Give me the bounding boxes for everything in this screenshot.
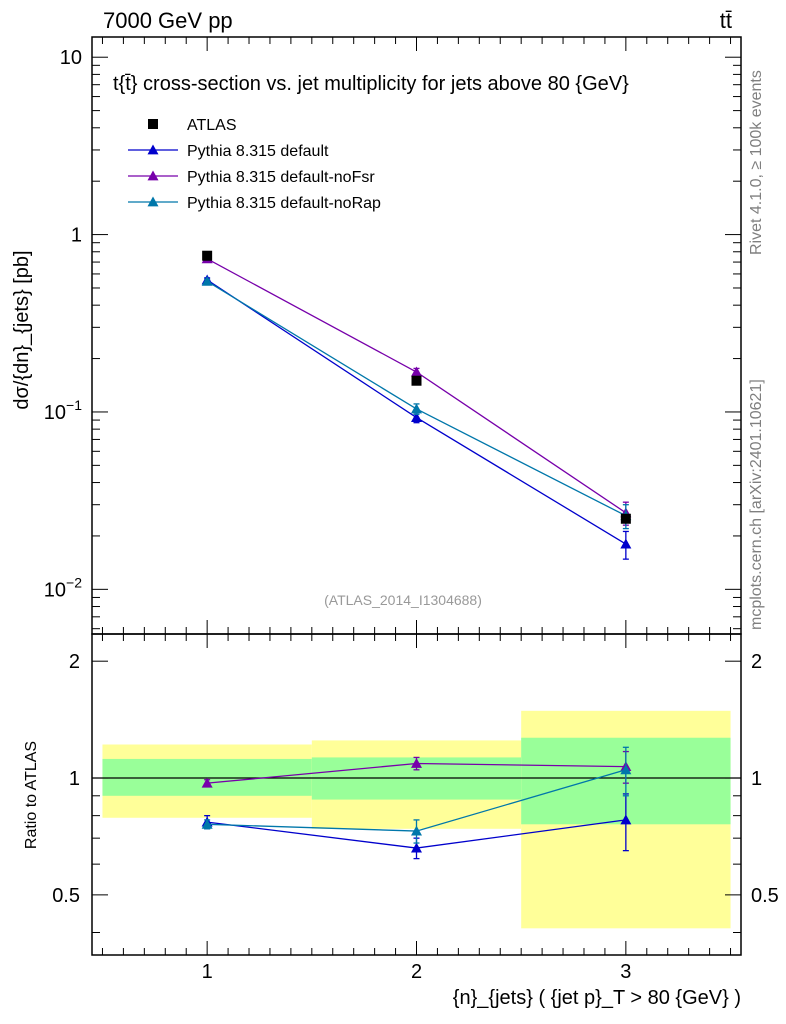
ratio-point — [411, 825, 422, 836]
header-left: 7000 GeV pp — [103, 8, 233, 33]
legend-label: Pythia 8.315 default — [187, 143, 329, 160]
x-tick-label: 1 — [202, 961, 213, 983]
main-y-axis-label: dσ/{dn}_{jets} [pb] — [11, 250, 33, 409]
data-point — [202, 250, 213, 261]
main-series-line — [206, 258, 627, 514]
ratio-point — [201, 818, 213, 829]
main-point — [411, 412, 422, 422]
y-tick-label: 10 — [60, 47, 82, 69]
chart-title: t{t̄} cross-section vs. jet multiplicity… — [113, 73, 629, 95]
ratio-band-inner — [102, 758, 312, 796]
ratio-y-axis-label: Ratio to ATLAS — [23, 741, 40, 849]
main-series-line — [206, 280, 627, 517]
ratio-y-tick-label: 1 — [69, 768, 80, 790]
ratio-point — [620, 814, 632, 825]
analysis-id: (ATLAS_2014_I1304688) — [324, 592, 482, 608]
main-point — [620, 538, 632, 549]
rivet-label: Rivet 4.1.0, ≥ 100k events — [748, 70, 765, 255]
ratio-point — [201, 777, 213, 788]
legend-label: Pythia 8.315 default-noRap — [187, 195, 381, 212]
mcplots-label: mcplots.cern.ch [arXiv:2401.10621] — [748, 379, 765, 630]
legend-marker — [147, 196, 159, 207]
y-tick-label: 10−1 — [44, 397, 82, 424]
main-point — [411, 403, 422, 414]
legend-label: ATLAS — [187, 117, 237, 134]
ratio-y-tick-label-right: 1 — [751, 768, 762, 790]
legend-marker-data — [148, 119, 158, 129]
y-tick-label: 10−2 — [44, 574, 82, 601]
ratio-y-tick-label-right: 0.5 — [751, 885, 779, 907]
ratio-point — [411, 758, 422, 768]
main-point — [411, 366, 422, 377]
x-tick-label: 2 — [411, 961, 422, 983]
ratio-y-tick-label: 2 — [69, 651, 80, 673]
data-point — [620, 513, 631, 524]
x-axis-label: {n}_{jets} ( {jet p}_T > 80 {GeV} ) — [453, 987, 741, 1009]
data-point — [411, 375, 422, 386]
legend-marker — [147, 170, 159, 181]
main-point — [201, 275, 213, 286]
ratio-y-tick-label: 0.5 — [52, 885, 80, 907]
legend-marker — [147, 144, 159, 155]
header-right: tt̄ — [720, 8, 732, 33]
x-tick-label: 3 — [620, 961, 631, 983]
legend: ATLAS Pythia 8.315 default Pythia 8.315 de… — [128, 117, 381, 212]
main-series-layer — [201, 250, 632, 560]
ratio-y-tick-label-right: 2 — [751, 651, 762, 673]
ratio-point — [411, 842, 422, 853]
legend-label: Pythia 8.315 default-noFsr — [187, 169, 375, 186]
ratio-plot-layer — [201, 746, 632, 860]
y-tick-label: 1 — [71, 225, 82, 247]
ratio-point — [620, 764, 632, 775]
